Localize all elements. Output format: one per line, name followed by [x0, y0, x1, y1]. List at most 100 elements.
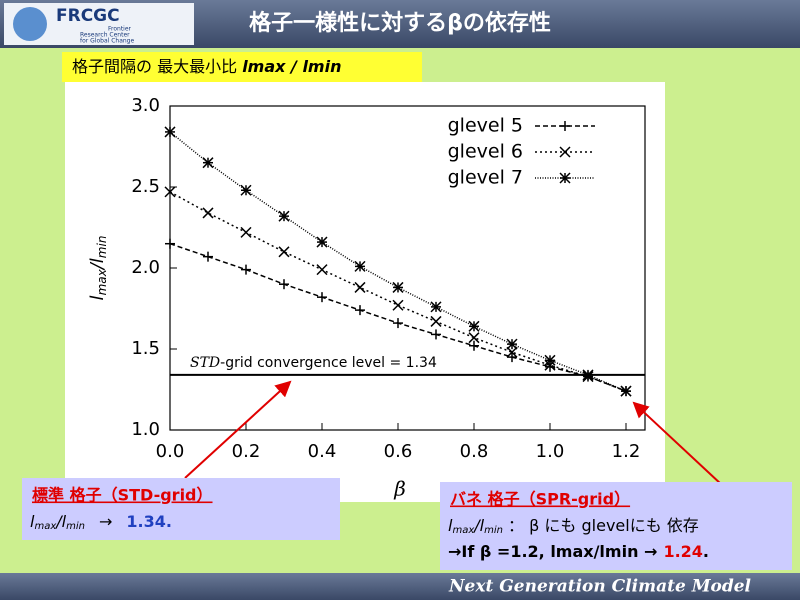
subtitle-box	[62, 52, 422, 82]
marker-stroke	[559, 146, 571, 158]
logo-text: FRCGC	[56, 6, 120, 26]
marker-stroke	[430, 301, 442, 313]
t: 1.24	[663, 542, 702, 561]
marker	[164, 186, 176, 198]
plot: 1.0 1.5 2.0 2.5 3.0 0.0 0.2 0.4 0.6 0.8 1.0 1.2 β lma…	[87, 95, 646, 501]
t: If β =1.2, lmax/lmin	[461, 542, 644, 561]
legend-marker	[559, 146, 571, 158]
note-box	[22, 478, 340, 540]
marker	[241, 264, 251, 275]
marker	[507, 352, 517, 363]
y-axis-label-part: min	[95, 236, 109, 259]
logo-sub: for Global Change	[80, 38, 134, 45]
reference-label-part: -grid convergence level = 1.34	[220, 355, 437, 371]
subtitle-italic: lmax / lmin	[242, 57, 341, 76]
marker	[202, 157, 214, 169]
marker	[279, 279, 289, 290]
legend-label: glevel 6	[448, 141, 523, 163]
y-tick-label: 3.0	[131, 95, 160, 116]
t: .	[703, 542, 709, 561]
y-tick-label: 1.5	[131, 338, 160, 359]
x-tick-label: 1.2	[612, 441, 641, 462]
t: min	[484, 525, 503, 536]
marker-stroke	[392, 281, 404, 293]
marker-stroke	[354, 260, 366, 272]
logo-sub: Research Center	[80, 32, 130, 39]
marker	[355, 305, 365, 316]
marker-stroke	[620, 385, 632, 397]
marker-stroke	[202, 157, 214, 169]
subtitle: 格子間隔の 最大最小比 lmax / lmin	[72, 57, 341, 76]
t: max	[452, 525, 474, 536]
marker	[506, 338, 518, 350]
y-tick-label: 1.0	[131, 419, 160, 440]
y-axis-label-part: max	[95, 268, 109, 295]
marker-stroke	[506, 338, 518, 350]
t: 1.34.	[126, 512, 172, 531]
marker	[620, 385, 632, 397]
marker	[468, 320, 480, 332]
subtitle-text: 格子間隔の 最大最小比	[72, 57, 242, 76]
t: →	[99, 512, 112, 531]
marker	[431, 329, 441, 340]
marker-stroke	[164, 126, 176, 138]
note-text: lmax/lmin ： β にも glevelにも 依存	[448, 516, 699, 537]
marker	[354, 281, 366, 293]
reference-label-part: STD	[190, 355, 220, 371]
marker-stroke	[582, 369, 594, 381]
x-tick-label: 0.4	[308, 441, 337, 462]
marker-stroke	[506, 346, 518, 358]
marker	[203, 251, 213, 262]
arrow	[632, 401, 723, 486]
logo-sub: Frontier	[108, 26, 132, 33]
t: /l	[54, 512, 66, 531]
marker-stroke	[202, 207, 214, 219]
legend-marker	[559, 172, 571, 184]
x-tick-label: 0.2	[232, 441, 261, 462]
marker-stroke	[468, 320, 480, 332]
t: l	[30, 512, 35, 531]
x-axis-label: β	[393, 477, 406, 501]
note-title: バネ 格子（SPR-grid）	[450, 490, 630, 509]
note-text: lmax/lmin → 1.34.	[30, 512, 172, 533]
marker	[317, 292, 327, 303]
marker-stroke	[278, 210, 290, 222]
t: ： β にも glevelにも 依存	[503, 516, 699, 535]
marker-stroke	[559, 172, 571, 184]
marker	[469, 340, 479, 351]
note-box	[440, 482, 792, 570]
t: →	[644, 542, 657, 561]
marker-stroke	[468, 332, 480, 344]
logo-icon	[13, 7, 47, 41]
marker-stroke	[316, 236, 328, 248]
marker	[316, 264, 328, 276]
legend-marker	[560, 121, 570, 131]
t: /l	[472, 516, 484, 535]
x-tick-label: 0.8	[460, 441, 489, 462]
t: l	[448, 516, 453, 535]
marker	[468, 332, 480, 344]
marker	[278, 246, 290, 258]
x-tick-label: 1.0	[536, 441, 565, 462]
marker	[164, 126, 176, 138]
y-axis-label-part: l	[87, 295, 108, 300]
reference-label: STD-grid convergence level = 1.34	[190, 355, 437, 371]
y-tick-label: 2.0	[131, 257, 160, 278]
marker	[240, 184, 252, 196]
marker	[582, 369, 594, 381]
marker	[316, 236, 328, 248]
t: →	[448, 542, 461, 561]
marker-stroke	[316, 264, 328, 276]
slide-title: 格子一様性に対するβの依存性	[249, 10, 551, 36]
marker	[240, 226, 252, 238]
x-tick-label: 0.6	[384, 441, 413, 462]
t: max	[34, 521, 56, 532]
marker-stroke	[164, 186, 176, 198]
arrow	[184, 380, 292, 479]
footer-bar	[0, 573, 800, 600]
footer: Next Generation Climate Model	[448, 577, 752, 597]
legend-label: glevel 5	[448, 115, 523, 137]
marker	[165, 238, 175, 249]
x-tick-label: 0.0	[156, 441, 185, 462]
note-text: →If β =1.2, lmax/lmin → 1.24.	[448, 542, 709, 561]
